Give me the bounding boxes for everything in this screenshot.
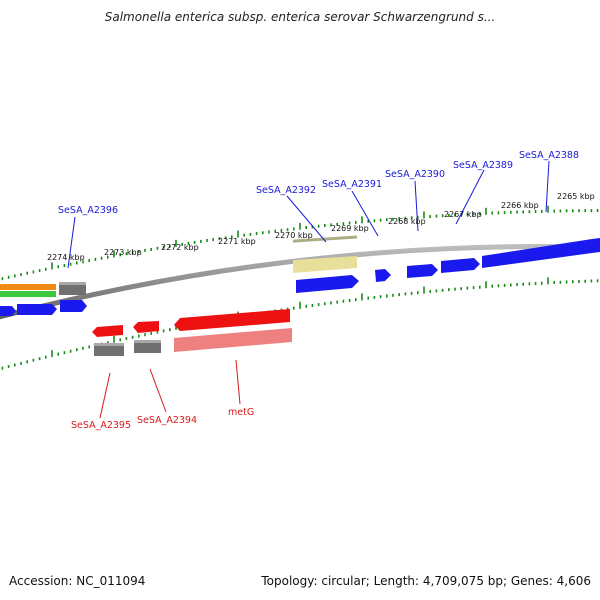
- cds-forward[interactable]: [375, 269, 391, 282]
- cds-forward[interactable]: [60, 300, 87, 312]
- tick-label: 2274 kbp: [47, 253, 85, 262]
- feature-light-red[interactable]: [174, 328, 292, 352]
- feature-highlight: [293, 235, 357, 243]
- gene-label[interactable]: SeSA_A2394: [137, 415, 197, 426]
- cds-forward[interactable]: [0, 306, 16, 316]
- label-leader: [235, 359, 241, 405]
- tick-label: 2269 kbp: [331, 224, 369, 233]
- cds-reverse[interactable]: [92, 325, 123, 337]
- tick-label: 2271 kbp: [218, 237, 256, 246]
- gene-label[interactable]: SeSA_A2395: [71, 420, 131, 431]
- label-leader: [455, 169, 485, 225]
- genome-title: Salmonella enterica subsp. enterica sero…: [104, 10, 496, 24]
- gene-label[interactable]: SeSA_A2388: [519, 150, 579, 161]
- gene-label[interactable]: SeSA_A2389: [453, 160, 513, 171]
- cds-reverse[interactable]: [133, 321, 159, 333]
- tick-label: 2265 kbp: [557, 192, 595, 201]
- cds-forward[interactable]: [441, 258, 480, 273]
- cds-forward[interactable]: [482, 238, 600, 268]
- tick-label: 2272 kbp: [161, 243, 199, 252]
- tick-label: 2270 kbp: [275, 231, 313, 240]
- feature-highlight: [59, 282, 86, 285]
- feature-highlight: [134, 340, 161, 343]
- tick-label: 2266 kbp: [501, 201, 539, 210]
- label-leader: [149, 368, 167, 413]
- gene-label[interactable]: metG: [228, 407, 254, 418]
- feature-khaki[interactable]: [293, 256, 357, 273]
- accession-text: Accession: NC_011094: [9, 574, 146, 588]
- feature-green[interactable]: [0, 291, 56, 297]
- tick-label: 2267 kbp: [444, 210, 482, 219]
- gene-label[interactable]: SeSA_A2390: [385, 169, 445, 180]
- feature-pseudo-gray[interactable]: [134, 340, 161, 353]
- gene-label[interactable]: SeSA_A2392: [256, 185, 316, 196]
- gene-label[interactable]: SeSA_A2391: [322, 179, 382, 190]
- gene-label[interactable]: SeSA_A2396: [58, 205, 118, 216]
- label-leader: [414, 180, 419, 232]
- feature-highlight: [94, 343, 124, 346]
- cds-forward[interactable]: [407, 264, 438, 278]
- feature-orange[interactable]: [0, 284, 16, 290]
- feature-pseudo-gray[interactable]: [94, 343, 124, 356]
- tick-label: 2273 kbp: [104, 248, 142, 257]
- outer-scale-ruler: [1, 205, 599, 281]
- label-leader: [545, 160, 550, 213]
- label-leader: [351, 190, 379, 237]
- cds-forward[interactable]: [296, 275, 359, 293]
- feature-orange[interactable]: [16, 284, 56, 290]
- label-leader: [286, 195, 327, 243]
- cds-reverse[interactable]: [174, 309, 290, 331]
- genome-summary-text: Topology: circular; Length: 4,709,075 bp…: [261, 574, 591, 588]
- feature-pseudo-gray[interactable]: [59, 282, 86, 295]
- cds-forward[interactable]: [17, 304, 57, 315]
- label-leader: [67, 216, 76, 269]
- tick-label: 2268 kbp: [388, 217, 426, 226]
- label-leader: [99, 372, 111, 419]
